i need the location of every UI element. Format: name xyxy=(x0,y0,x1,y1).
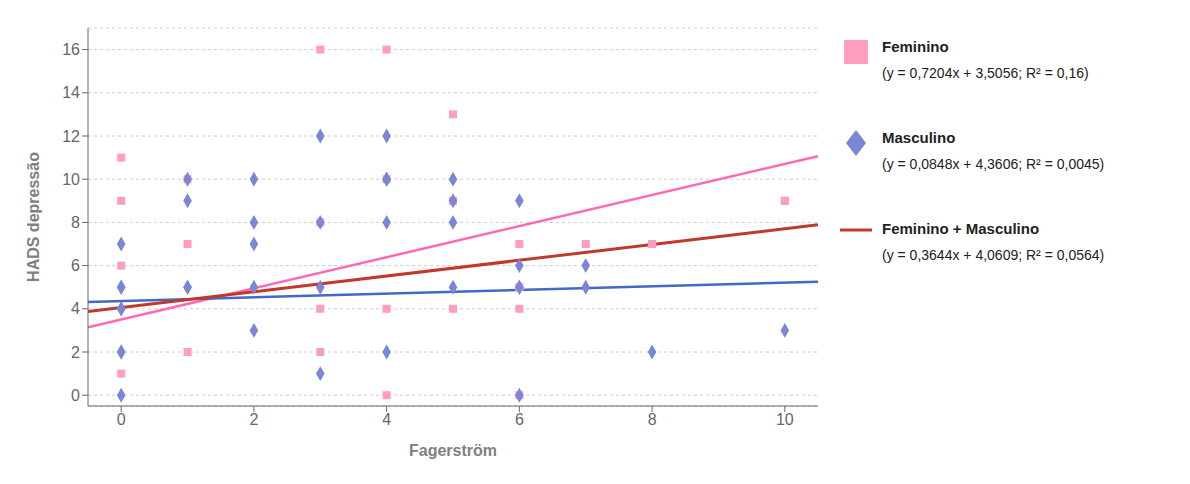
svg-text:4: 4 xyxy=(382,411,391,428)
svg-text:4: 4 xyxy=(71,300,80,317)
svg-text:0: 0 xyxy=(117,411,126,428)
html-text:(y = 0,7204x + 3,5056; R² = 0,: (y = 0,7204x + 3,5056; R² = 0,16) xyxy=(882,65,1089,81)
html-text:(y = 0,3644x + 4,0609; R² = 0,: (y = 0,3644x + 4,0609; R² = 0,0564) xyxy=(882,247,1105,263)
svg-text:16: 16 xyxy=(62,41,80,58)
svg-text:14: 14 xyxy=(62,84,80,101)
svg-text:2: 2 xyxy=(71,344,80,361)
svg-text:Fagerström: Fagerström xyxy=(409,442,497,459)
svg-text:8: 8 xyxy=(648,411,657,428)
html-text:Masculino: Masculino xyxy=(882,129,956,146)
html-text:(y = 0,0848x + 4,3606; R² = 0,: (y = 0,0848x + 4,3606; R² = 0,0045) xyxy=(882,156,1105,172)
svg-text:8: 8 xyxy=(71,214,80,231)
html-text:Feminino: Feminino xyxy=(882,38,949,55)
svg-text:HADS depressão: HADS depressão xyxy=(25,152,42,282)
svg-text:0: 0 xyxy=(71,387,80,404)
html-text:Feminino + Masculino: Feminino + Masculino xyxy=(882,220,1040,237)
svg-text:6: 6 xyxy=(71,257,80,274)
svg-text:2: 2 xyxy=(249,411,258,428)
svg-text:6: 6 xyxy=(515,411,524,428)
svg-text:12: 12 xyxy=(62,128,80,145)
svg-text:10: 10 xyxy=(62,171,80,188)
svg-text:10: 10 xyxy=(776,411,794,428)
